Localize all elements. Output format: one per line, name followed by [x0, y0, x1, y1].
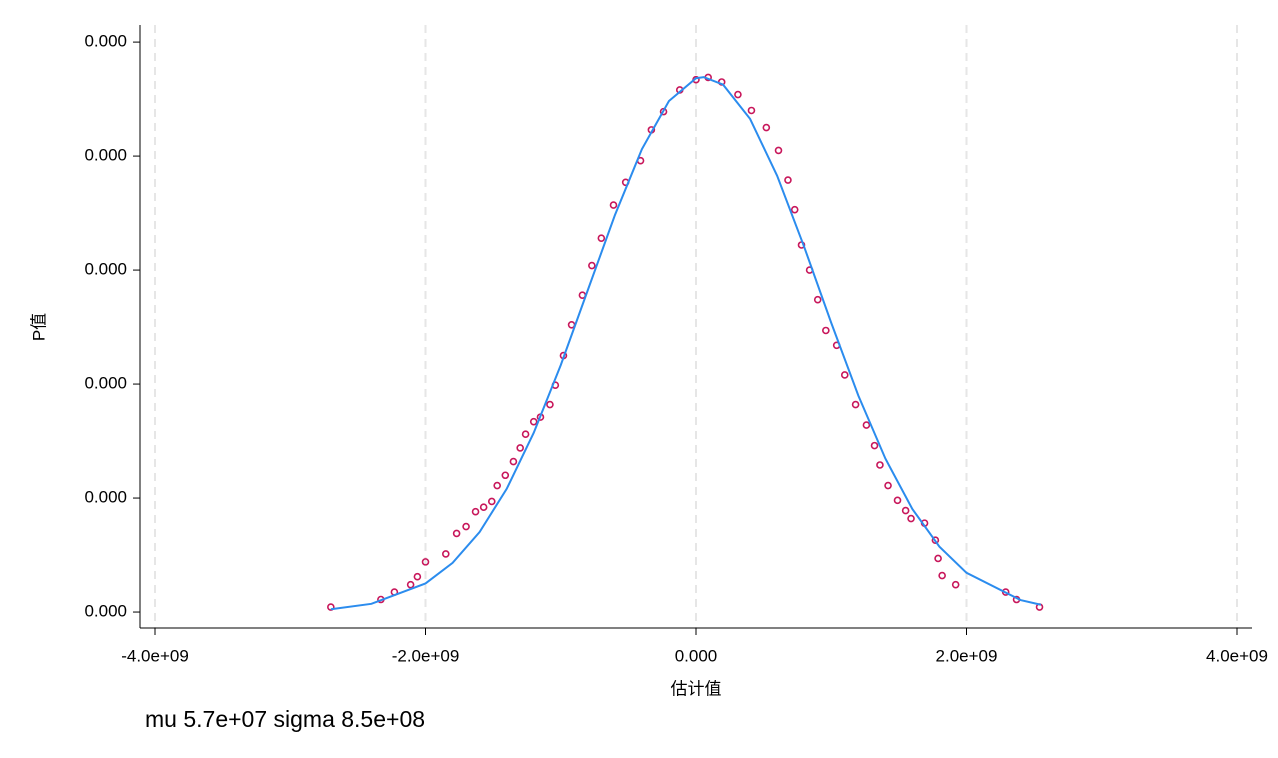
point [529, 417, 538, 426]
point [870, 441, 879, 450]
point [406, 580, 415, 589]
point [790, 205, 799, 214]
point [452, 529, 461, 538]
point [893, 496, 902, 505]
point [487, 497, 496, 506]
point [931, 536, 940, 545]
y-tick-label: 0.000 [84, 488, 127, 507]
point [747, 106, 756, 115]
point [862, 421, 871, 429]
point [546, 400, 554, 409]
point [774, 146, 783, 155]
y-tick-label: 0.000 [84, 32, 127, 51]
point [521, 430, 530, 439]
point [327, 603, 335, 611]
point [734, 90, 742, 99]
point [840, 371, 849, 379]
point [471, 507, 480, 516]
x-tick-label: 2.0e+09 [936, 646, 998, 665]
point [951, 580, 960, 589]
point [901, 506, 910, 515]
point [493, 481, 501, 490]
point [597, 234, 606, 242]
point [609, 201, 618, 209]
point [479, 503, 488, 511]
x-tick-label: -4.0e+09 [121, 646, 189, 665]
point [822, 326, 830, 335]
note: mu 5.7e+07 sigma 8.5e+08 [145, 706, 425, 732]
point [413, 572, 422, 581]
density-curve [330, 76, 1042, 611]
point [907, 514, 915, 523]
y-tick-label: 0.000 [84, 602, 127, 621]
point [588, 261, 596, 270]
x-tick-label: -2.0e+09 [392, 646, 460, 665]
point [884, 481, 892, 490]
y-tick-label: 0.000 [84, 260, 127, 279]
point [784, 176, 792, 184]
point [876, 461, 884, 469]
point [509, 457, 518, 466]
point [813, 295, 822, 304]
point [934, 554, 942, 563]
x-tick-label: 0.000 [675, 646, 718, 665]
point [501, 471, 510, 480]
point [421, 558, 430, 566]
point [938, 571, 946, 580]
y-tick-label: 0.000 [84, 146, 127, 165]
point [762, 123, 771, 132]
x-tick-label: 4.0e+09 [1206, 646, 1268, 665]
x-axis-label: 估计值 [671, 679, 722, 698]
point [441, 550, 450, 558]
y-axis-label: P值 [29, 313, 48, 341]
point [516, 444, 524, 452]
point [462, 522, 470, 531]
y-tick-label: 0.000 [84, 374, 127, 393]
point [851, 400, 860, 409]
